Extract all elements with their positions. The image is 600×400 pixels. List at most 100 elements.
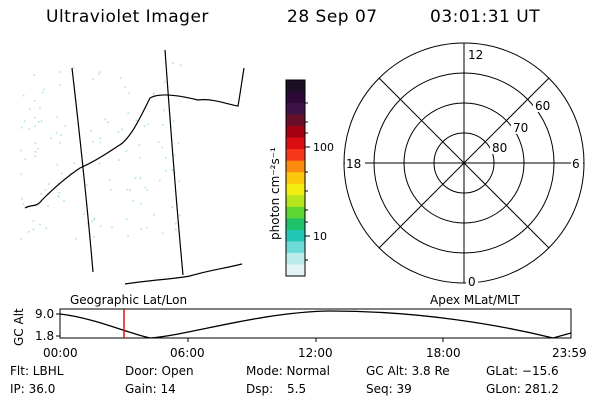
emission-dot [146, 226, 148, 229]
emission-dot [48, 183, 50, 185]
colorbar-band [286, 80, 305, 93]
emission-dot [55, 132, 58, 134]
emission-dot [161, 232, 164, 235]
emission-dot [34, 151, 37, 153]
emission-dot [98, 162, 101, 165]
emission-dot [162, 124, 164, 126]
emission-dot [69, 172, 72, 175]
colorbar-band [286, 264, 305, 277]
coastline-edge [124, 263, 243, 285]
emission-dot [75, 237, 78, 240]
colorbar-frame [285, 79, 306, 277]
emission-dot [29, 108, 31, 110]
emission-dot [144, 186, 147, 189]
emission-dot [56, 163, 58, 166]
colorbar-band [286, 252, 305, 266]
emission-dot [126, 188, 129, 191]
altitude-curve [59, 310, 572, 339]
emission-dot [34, 116, 36, 119]
gc-altitude-status: GC Alt: 3.8 Re [366, 364, 450, 378]
emission-dot [92, 78, 94, 80]
sequence-status: Seq: 39 [366, 382, 412, 396]
emission-dot [120, 128, 123, 131]
emission-dot [178, 180, 181, 183]
emission-dot [111, 226, 113, 229]
emission-dot [21, 126, 23, 129]
colorbar-band [286, 103, 305, 116]
emission-dot [177, 142, 180, 144]
emission-dot [143, 125, 146, 127]
emission-dot [92, 141, 94, 143]
emission-dot [72, 67, 75, 69]
colorbar-band [286, 114, 305, 127]
colorbar-band [286, 195, 305, 208]
emission-dot [132, 199, 134, 202]
emission-dot [140, 228, 143, 230]
emission-dot [86, 222, 89, 225]
emission-dot [23, 120, 26, 122]
emission-dot [119, 77, 122, 80]
emission-dot [38, 121, 40, 123]
emission-dot [22, 203, 25, 206]
emission-dot [146, 189, 148, 191]
emission-dot [28, 231, 30, 233]
emission-dot [138, 156, 141, 159]
x-tick-4: 23:59 [552, 346, 587, 360]
dsp-label: Dsp: [246, 382, 274, 396]
emission-dot [138, 144, 141, 146]
colorbar-band [286, 229, 305, 243]
colorbar-band [286, 183, 305, 196]
colorbar-band [286, 241, 305, 254]
emission-dot [93, 217, 96, 220]
emission-dot [32, 220, 35, 222]
colorbar-band [286, 149, 305, 162]
emission-dot [45, 227, 48, 230]
mlt-label-left: 18 [346, 157, 361, 171]
emission-dot [33, 99, 36, 102]
emission-dot [152, 213, 155, 216]
apex-coords-label: Apex MLat/MLT [430, 293, 520, 307]
geo-latitude-status: GLat: −15.6 [486, 364, 559, 378]
mode-status: Mode: Normal [246, 364, 330, 378]
dsp-value: 5.5 [287, 382, 307, 396]
mlt-label-bottom: 0 [468, 275, 476, 289]
emission-dot [58, 192, 60, 194]
colorbar-tick-10: 10 [313, 230, 327, 243]
emission-dot [56, 116, 59, 118]
emission-dot [34, 142, 37, 145]
emission-dot [39, 107, 41, 110]
emission-dot [129, 189, 131, 191]
colorbar-ticks [305, 102, 310, 261]
longitude-line-east [164, 49, 184, 276]
emission-dot [172, 62, 174, 64]
geographic-coords-label: Geographic Lat/Lon [70, 293, 188, 307]
emission-dot [57, 195, 59, 197]
emission-dot [147, 123, 150, 125]
emission-dot [110, 189, 112, 191]
emission-dot [44, 189, 47, 191]
emission-dot [179, 64, 182, 67]
emission-dot [134, 177, 137, 179]
emission-dot [20, 173, 23, 176]
emission-dot [47, 205, 49, 207]
uv-emission-dots [20, 62, 182, 240]
emission-dot [159, 179, 161, 182]
instrument-title: Ultraviolet Imager [46, 7, 209, 27]
geo-longitude-status: GLon: 281.2 [486, 382, 559, 396]
emission-dot [34, 125, 36, 128]
colorbar-band [286, 91, 305, 104]
x-tick-1: 06:00 [170, 346, 205, 360]
emission-dot [171, 206, 173, 209]
emission-dot [41, 91, 44, 94]
emission-dot [173, 154, 176, 157]
emission-dot [139, 177, 142, 179]
door-status: Door: Open [125, 364, 194, 378]
emission-dot [21, 198, 23, 200]
emission-dot [127, 234, 129, 237]
colorbar-band [286, 172, 305, 185]
mlat-label-60: 60 [535, 99, 550, 113]
emission-dot [64, 125, 66, 128]
